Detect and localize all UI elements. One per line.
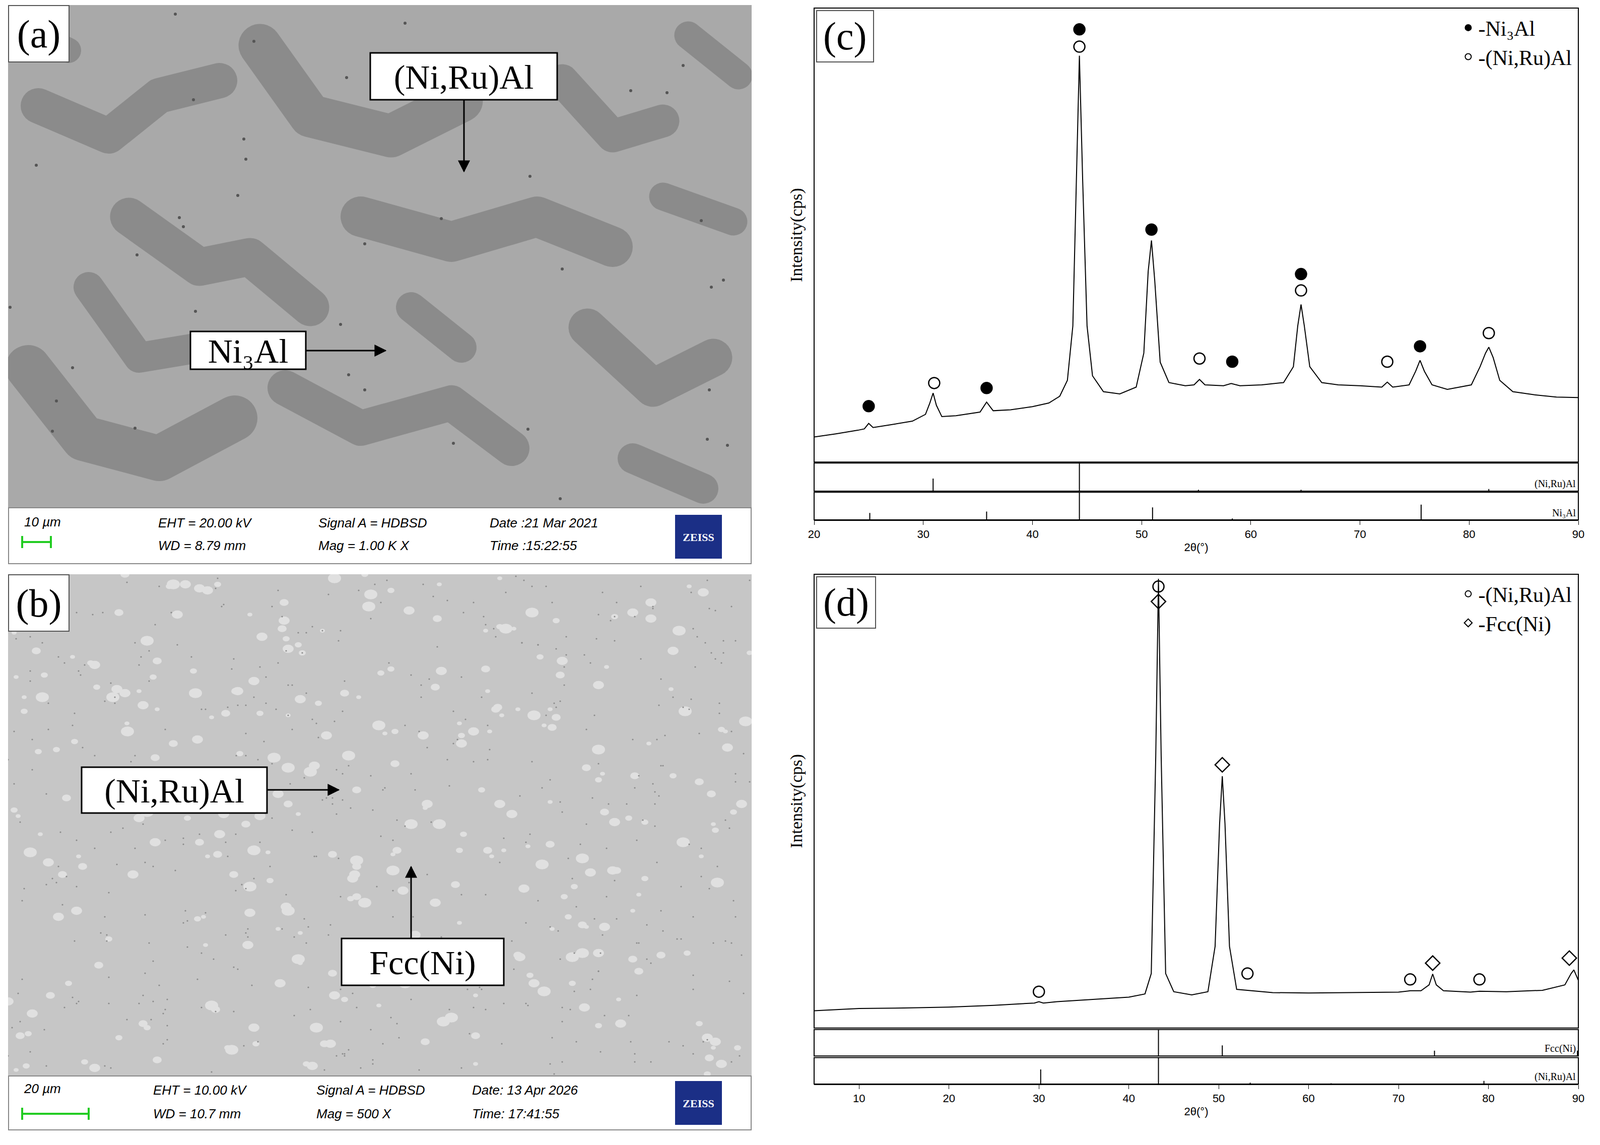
svg-text:Ni₃Al: Ni₃Al — [208, 331, 289, 371]
svg-text:Time :15:22:55: Time :15:22:55 — [489, 538, 578, 554]
svg-text:60: 60 — [1302, 1092, 1315, 1105]
svg-text:Date: 13 Apr 2026: Date: 13 Apr 2026 — [472, 1082, 579, 1098]
svg-text:Signal A = HDBSD: Signal A = HDBSD — [316, 1082, 426, 1098]
svg-text:(Ni,Ru)Al: (Ni,Ru)Al — [104, 771, 245, 811]
html-text:(c): (c) — [823, 14, 867, 58]
svg-text:WD = 10.7 mm: WD = 10.7 mm — [153, 1106, 241, 1122]
svg-text:ZEISS: ZEISS — [682, 530, 714, 544]
svg-text:40: 40 — [1122, 1092, 1135, 1105]
svg-text:80: 80 — [1462, 527, 1476, 541]
svg-text:Fcc(Ni): Fcc(Ni) — [369, 943, 476, 982]
svg-text:50: 50 — [1212, 1092, 1225, 1105]
svg-text:(a): (a) — [17, 12, 61, 56]
svg-text:20: 20 — [808, 527, 821, 541]
svg-text:-(Ni,Ru)Al: -(Ni,Ru)Al — [1478, 583, 1572, 608]
svg-text:30: 30 — [916, 527, 929, 541]
svg-text:Time: 17:41:55: Time: 17:41:55 — [472, 1106, 560, 1122]
svg-text:(Ni,Ru)Al: (Ni,Ru)Al — [393, 57, 535, 97]
svg-text:Signal A = HDBSD: Signal A = HDBSD — [318, 515, 428, 531]
svg-text:10 µm: 10 µm — [24, 514, 61, 530]
svg-text:-Ni₃Al: -Ni₃Al — [1478, 17, 1536, 41]
svg-text:Intensity(cps): Intensity(cps) — [786, 754, 807, 849]
svg-text:20: 20 — [942, 1092, 955, 1105]
svg-text:Ni₃Al: Ni₃Al — [1552, 507, 1576, 519]
svg-text:(b): (b) — [16, 581, 62, 626]
svg-text:10: 10 — [852, 1092, 865, 1105]
svg-text:ZEISS: ZEISS — [682, 1097, 714, 1110]
svg-text:-(Ni,Ru)Al: -(Ni,Ru)Al — [1478, 46, 1572, 71]
svg-text:(Ni,Ru)Al: (Ni,Ru)Al — [1534, 1071, 1576, 1083]
svg-text:30: 30 — [1032, 1092, 1045, 1105]
html-text:(d): (d) — [823, 580, 870, 625]
svg-text:Mag = 1.00 K X: Mag = 1.00 K X — [318, 538, 411, 554]
svg-text:40: 40 — [1026, 527, 1039, 541]
svg-text:(Ni,Ru)Al: (Ni,Ru)Al — [1534, 478, 1576, 490]
svg-text:-Fcc(Ni): -Fcc(Ni) — [1478, 612, 1552, 637]
svg-text:90: 90 — [1572, 1092, 1585, 1105]
svg-text:80: 80 — [1482, 1092, 1495, 1105]
svg-text:Date :21 Mar 2021: Date :21 Mar 2021 — [489, 515, 598, 531]
svg-text:2θ(°): 2θ(°) — [1184, 1105, 1209, 1118]
svg-text:Fcc(Ni): Fcc(Ni) — [1544, 1042, 1576, 1055]
svg-text:WD = 8.79 mm: WD = 8.79 mm — [158, 538, 246, 554]
svg-text:20 µm: 20 µm — [23, 1081, 61, 1097]
svg-text:90: 90 — [1572, 527, 1585, 541]
svg-text:50: 50 — [1135, 527, 1148, 541]
svg-text:2θ(°): 2θ(°) — [1184, 541, 1209, 554]
svg-text:EHT = 10.00 kV: EHT = 10.00 kV — [153, 1082, 248, 1098]
svg-text:70: 70 — [1353, 527, 1366, 541]
svg-text:60: 60 — [1244, 527, 1257, 541]
svg-text:EHT = 20.00 kV: EHT = 20.00 kV — [158, 515, 253, 531]
svg-text:Mag = 500 X: Mag = 500 X — [316, 1106, 392, 1122]
svg-text:70: 70 — [1392, 1092, 1405, 1105]
svg-text:Intensity(cps): Intensity(cps) — [786, 187, 807, 283]
